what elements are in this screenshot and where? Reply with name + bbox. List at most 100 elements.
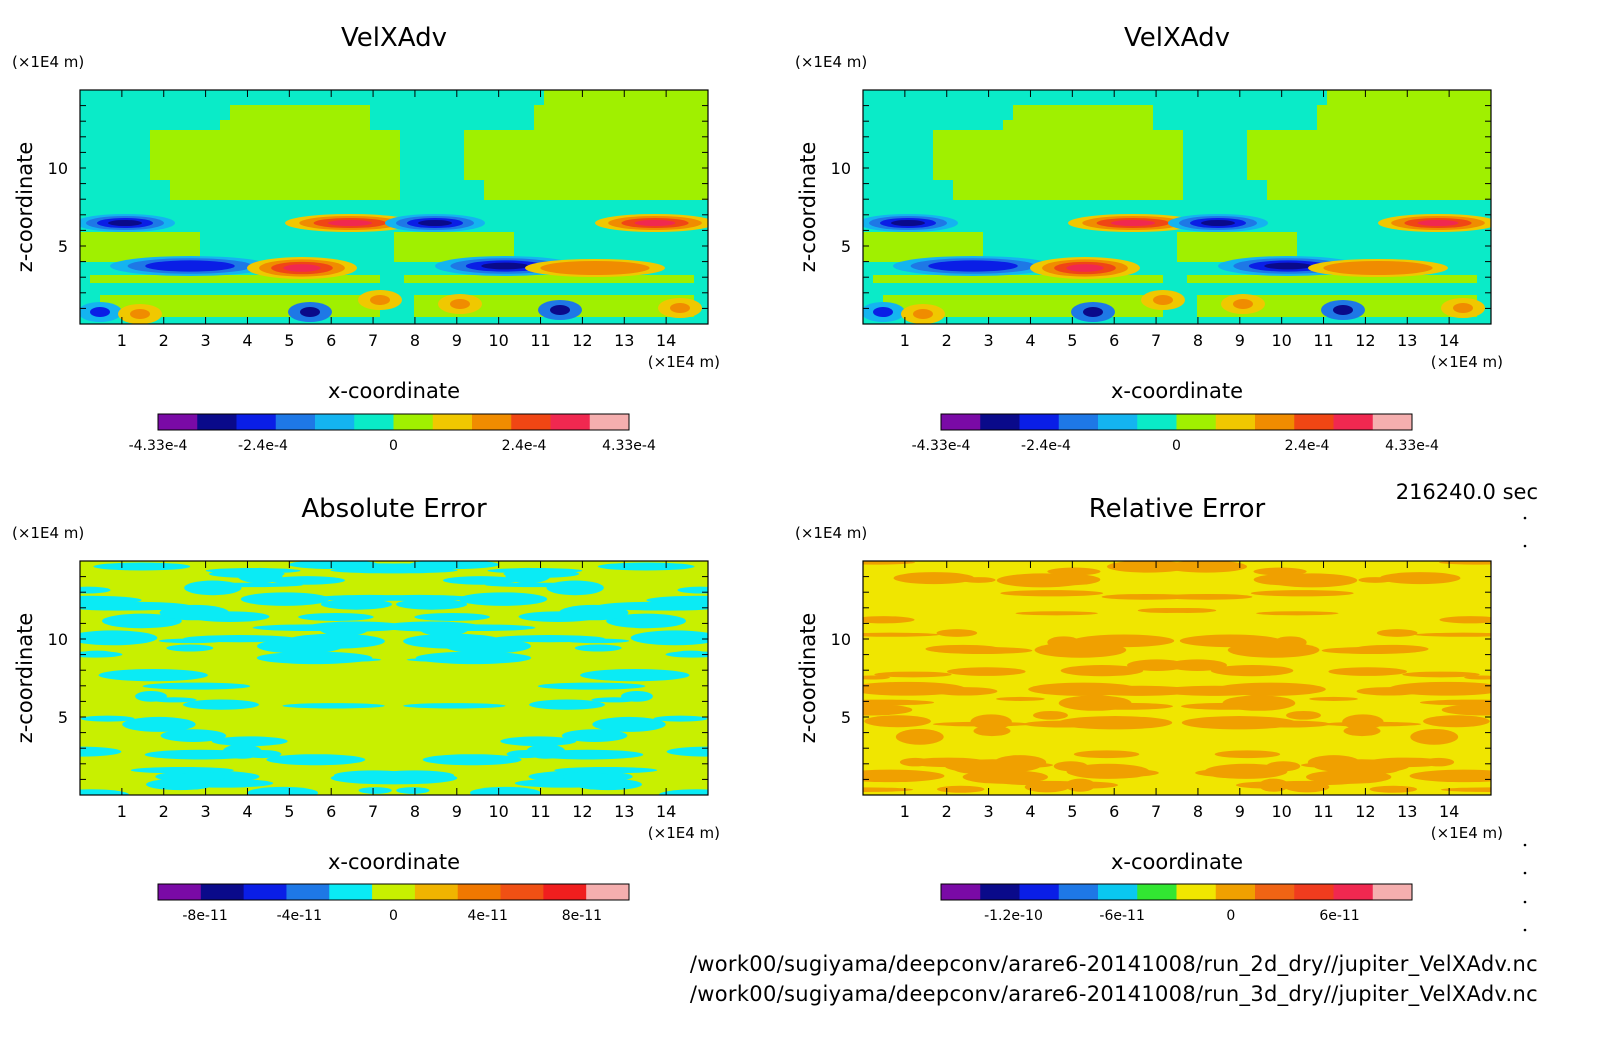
x-tick-label: 2 (159, 802, 169, 821)
error-patch (863, 699, 935, 706)
error-patch (1252, 720, 1330, 728)
colorbar: -1.2e-10 -6e-11 0 6e-11 (940, 883, 1413, 924)
error-patch (193, 582, 303, 588)
colorbar-swatch (1333, 884, 1374, 900)
error-patch (252, 624, 370, 632)
surface-cell (370, 295, 390, 305)
error-patch (80, 789, 130, 795)
lime-region (220, 105, 370, 130)
error-patch (184, 580, 242, 596)
colorbar-tick-label: 2.4e-4 (502, 438, 547, 454)
y-unit-label: (×1E4 m) (795, 53, 867, 71)
error-patch (102, 613, 182, 629)
colorbar-swatch (586, 884, 630, 900)
colorbar-swatch (1019, 884, 1060, 900)
error-patch (122, 716, 196, 732)
colorbar-swatch (243, 884, 287, 900)
error-patch (1438, 561, 1491, 565)
error-patch (444, 638, 531, 654)
colorbar-swatch (315, 414, 355, 430)
x-tick-label: 10 (488, 331, 508, 350)
error-patch (936, 785, 985, 793)
error-patch (895, 728, 944, 745)
error-patch (526, 744, 566, 759)
lime-region (464, 130, 708, 200)
error-patch (353, 563, 453, 570)
surface-cell (873, 307, 893, 317)
colorbar: -4.33e-4 -2.4e-4 0 2.4e-4 4.33e-4 (129, 413, 656, 454)
surface-cell (1453, 303, 1473, 313)
positive-jet (327, 219, 373, 227)
colorbar-swatch (500, 884, 544, 900)
colorbar-tick-label: -1.2e-10 (984, 908, 1043, 924)
colorbar: -8e-11 -4e-11 0 4e-11 8e-11 (157, 883, 630, 924)
file-path-2d: /work00/sugiyama/deepconv/arare6-2014100… (689, 952, 1538, 976)
error-patch (418, 624, 536, 632)
error-patch (80, 595, 142, 605)
surface-cell (1153, 295, 1173, 305)
x-tick-label: 8 (410, 331, 420, 350)
margin-dot (1523, 843, 1527, 847)
colorbar-tick-label: -4.33e-4 (129, 438, 188, 454)
error-patch (422, 754, 522, 766)
error-patch (863, 675, 890, 680)
x-tick-label: 14 (656, 802, 676, 821)
error-patch (863, 704, 913, 716)
colorbar-swatch (543, 884, 587, 900)
x-tick-label: 12 (572, 331, 592, 350)
colorbar-swatch (354, 414, 394, 430)
error-patch (554, 766, 658, 774)
colorbar-swatch (1372, 884, 1413, 900)
error-patch (546, 580, 604, 596)
negative-jet (1201, 219, 1235, 227)
plot-field (80, 90, 708, 324)
error-patch (996, 696, 1045, 701)
x-tick-label: 1 (900, 802, 910, 821)
error-patch (396, 598, 468, 610)
colorbar-tick-label: 0 (389, 438, 398, 454)
negative-jet (481, 262, 529, 270)
x-tick-label: 4 (242, 802, 252, 821)
colorbar-swatch (1098, 884, 1138, 900)
chart-title: Relative Error (1089, 494, 1266, 524)
error-patch (1195, 768, 1264, 777)
x-tick-label: 3 (201, 331, 211, 350)
surface-cell (670, 303, 690, 313)
colorbar-swatch (1098, 414, 1138, 430)
error-patch (863, 632, 939, 637)
error-patch (597, 562, 695, 571)
error-patch (677, 586, 708, 594)
y-tick-label: 5 (58, 708, 68, 727)
y-tick-label: 5 (841, 708, 851, 727)
x-tick-label: 8 (1193, 802, 1203, 821)
error-patch (537, 682, 646, 690)
error-patch (1286, 710, 1321, 720)
error-patch (1423, 715, 1490, 728)
colorbar-tick-label: 2.4e-4 (1285, 438, 1330, 454)
surface-cell (1233, 299, 1253, 309)
x-tick-label: 6 (326, 802, 336, 821)
colorbar-tick-label: 8e-11 (562, 908, 602, 924)
x-tick-label: 6 (1109, 802, 1119, 821)
error-patch (1309, 696, 1358, 701)
colorbar-swatch (158, 884, 202, 900)
plot-frame (862, 560, 1492, 796)
colorbar-swatch (980, 884, 1020, 900)
cyan-region (80, 90, 230, 120)
y-axis-label: z-coordinate (796, 142, 820, 273)
y-axis-label: z-coordinate (13, 142, 37, 273)
error-patch (1047, 567, 1101, 576)
error-patch (606, 613, 686, 629)
error-patch (1165, 561, 1247, 573)
x-tick-label: 12 (572, 802, 592, 821)
error-patch (1256, 611, 1339, 616)
error-patch (80, 586, 111, 594)
x-axis-label: x-coordinate (328, 850, 460, 874)
colorbar-tick-label: 4.33e-4 (602, 438, 656, 454)
y-tick-label: 10 (831, 159, 851, 178)
error-patch (298, 612, 374, 621)
error-patch (146, 778, 214, 791)
